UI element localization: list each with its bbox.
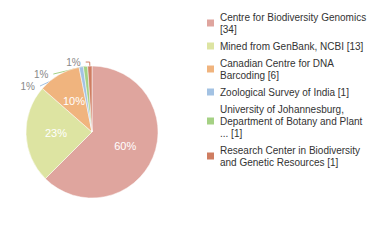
svg-text:University of Johannesburg,: University of Johannesburg, — [220, 104, 347, 115]
svg-text:... [1]: ... [1] — [220, 128, 242, 139]
svg-text:Canadian Centre for DNA: Canadian Centre for DNA — [220, 58, 336, 69]
svg-text:and Genetic Resources [1]: and Genetic Resources [1] — [220, 157, 339, 168]
svg-text:1%: 1% — [34, 69, 49, 80]
svg-text:[34]: [34] — [220, 24, 237, 35]
svg-text:10%: 10% — [63, 95, 85, 107]
svg-text:1%: 1% — [21, 81, 36, 92]
svg-text:Barcoding [6]: Barcoding [6] — [220, 70, 279, 81]
svg-text:23%: 23% — [45, 127, 67, 139]
svg-text:Mined from GenBank, NCBI [13]: Mined from GenBank, NCBI [13] — [220, 41, 364, 52]
svg-text:Zoological Survey of India [1]: Zoological Survey of India [1] — [220, 87, 349, 98]
svg-text:60%: 60% — [114, 140, 136, 152]
svg-text:1%: 1% — [66, 57, 81, 68]
svg-text:Centre for Biodiversity Genomi: Centre for Biodiversity Genomics — [220, 12, 369, 23]
svg-text:Research Center in Biodiversit: Research Center in Biodiversity — [220, 145, 363, 156]
svg-text:Department of Botany and Plant: Department of Botany and Plant — [220, 116, 365, 127]
